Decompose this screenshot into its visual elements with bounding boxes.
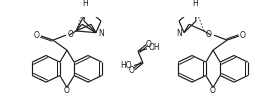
Text: N: N xyxy=(176,29,182,38)
Text: H: H xyxy=(192,0,198,8)
Text: O: O xyxy=(146,40,152,49)
Text: O: O xyxy=(68,30,74,39)
Text: N: N xyxy=(98,29,104,38)
Text: O: O xyxy=(64,86,70,95)
Text: HO: HO xyxy=(120,61,132,70)
Text: O: O xyxy=(206,30,212,39)
Text: OH: OH xyxy=(148,43,160,52)
Text: H: H xyxy=(82,0,88,8)
Text: O: O xyxy=(129,66,135,75)
Text: O: O xyxy=(210,86,216,95)
Text: O: O xyxy=(240,31,246,40)
Text: O: O xyxy=(34,31,40,40)
